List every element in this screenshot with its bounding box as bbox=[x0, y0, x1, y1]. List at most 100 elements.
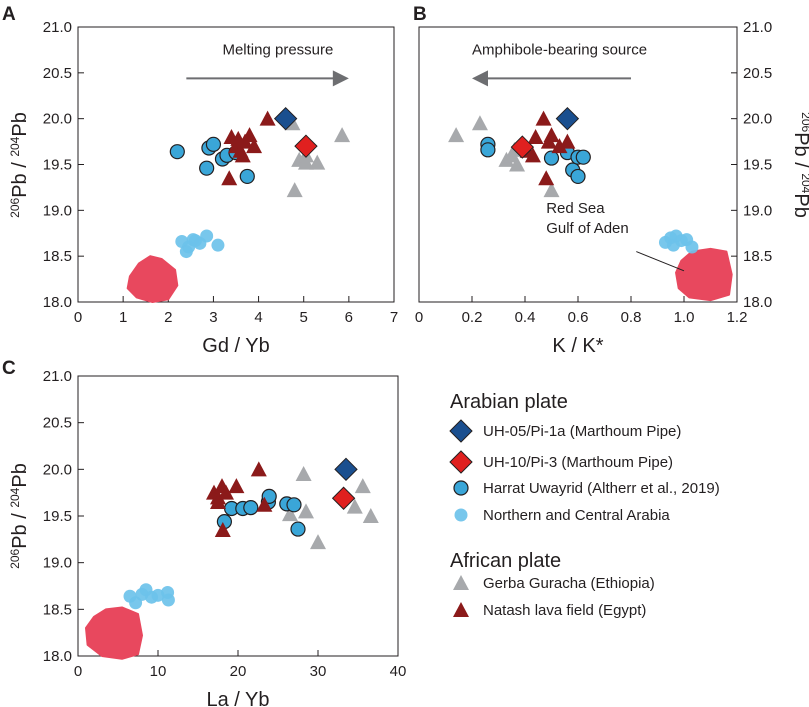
panel-a-natash-point bbox=[241, 127, 258, 143]
legend-marker-natash bbox=[453, 602, 469, 617]
panel-c-x-tick-label: 0 bbox=[74, 663, 82, 680]
panel-b-natash-point bbox=[535, 110, 552, 126]
panel-a-annotation-label: Melting pressure bbox=[222, 42, 333, 59]
panel-a-y-tick-label: 21.0 bbox=[43, 19, 72, 36]
panel-a-y-axis-title: 206Pb / 204Pb bbox=[8, 112, 31, 218]
panel-b-x-tick-label: 0.8 bbox=[621, 309, 642, 326]
panel-b-annotation-arrow-head bbox=[472, 70, 488, 87]
panel-a-x-tick-label: 0 bbox=[74, 309, 82, 326]
panel-b-gerba-point bbox=[471, 115, 488, 131]
chart-panel-b: B 0 0.2 0.4 0.6 0.8 1.0 1.218.0 18.5 19.0 19.5 20.0… bbox=[413, 4, 809, 357]
panel-b-y-tick-label: 20.5 bbox=[743, 65, 772, 82]
panel-a-y-tick-label: 19.5 bbox=[43, 157, 72, 174]
panel-c-natash-point bbox=[218, 484, 234, 500]
panel-a-y-tick-label: 18.5 bbox=[43, 248, 72, 265]
panel-b-field-leader-line bbox=[636, 251, 685, 272]
panel-a-x-tick-label: 1 bbox=[119, 309, 127, 326]
panel-c-y-tick-label: 19.5 bbox=[43, 508, 72, 525]
panel-c-y-tick-label: 21.0 bbox=[43, 368, 72, 385]
panel-c-gerba-point bbox=[362, 508, 379, 523]
panel-a-x-tick-label: 6 bbox=[345, 309, 353, 326]
panel-a-gerba-point bbox=[309, 154, 326, 170]
panel-a-x-axis-title: Gd / Yb bbox=[202, 335, 269, 357]
panel-a-natash-point bbox=[234, 147, 251, 163]
legend-label-natash: Natash lava field (Egypt) bbox=[483, 602, 646, 619]
legend-label-harrat: Harrat Uwayrid (Altherr et al., 2019) bbox=[483, 480, 720, 497]
panel-b-harrat-point bbox=[480, 142, 496, 158]
panel-b-x-tick-label: 1.0 bbox=[674, 309, 695, 326]
panel-b-x-tick-label: 0 bbox=[415, 309, 423, 326]
panel-b-red-sea-field bbox=[675, 247, 733, 302]
chart-panel-c: C 0 10 20 30 40 18.0 18.5 19.0 19.5 20.0 20.5 21.0 La… bbox=[2, 358, 406, 707]
panel-b-uh05-point bbox=[555, 106, 580, 131]
panel-c-northern-point bbox=[161, 593, 175, 607]
panel-b-field-label: Red Sea bbox=[546, 200, 605, 217]
panel-b-natash-point bbox=[551, 138, 568, 154]
panel-c-uh10-point bbox=[331, 486, 356, 510]
panel-a-x-tick-label: 5 bbox=[300, 309, 308, 326]
panel-c-x-tick-label: 20 bbox=[230, 663, 247, 680]
legend-items: UH-05/Pi-1a (Marthoum Pipe) UH-10/Pi-3 (M… bbox=[449, 419, 720, 619]
panel-c-x-axis-title: La / Yb bbox=[206, 689, 269, 707]
panel-c-x-tick-label: 30 bbox=[310, 663, 327, 680]
panel-a-harrat-point bbox=[199, 160, 215, 176]
panel-b-y-tick-label: 21.0 bbox=[743, 19, 772, 36]
panel-b-natash-point bbox=[524, 147, 541, 163]
panel-b-field-label: Gulf of Aden bbox=[546, 220, 629, 237]
panel-b-gerba-point bbox=[448, 127, 465, 143]
panel-b-x-tick-label: 0.6 bbox=[568, 309, 589, 326]
legend-header-african: African plate bbox=[450, 550, 561, 572]
panel-a-red-sea-field bbox=[126, 255, 179, 303]
panel-c-natash-point bbox=[228, 478, 245, 494]
panel-c-y-axis-title: 206Pb / 204Pb bbox=[8, 463, 31, 569]
panel-c-y-tick-label: 20.0 bbox=[43, 461, 72, 478]
panel-b-annotation-label: Amphibole-bearing source bbox=[472, 42, 647, 59]
panel-a-natash-point bbox=[246, 138, 263, 154]
legend-marker-harrat bbox=[453, 480, 469, 496]
panel-b-harrat-point bbox=[543, 150, 560, 166]
panel-c-natash-point bbox=[256, 496, 273, 512]
panel-b-gerba-point bbox=[543, 182, 560, 198]
panel-c-gerba-point bbox=[282, 506, 298, 522]
panel-b-uh10-point bbox=[510, 135, 535, 159]
panel-c-harrat-point bbox=[286, 497, 302, 513]
panel-a-northern-point bbox=[179, 245, 193, 259]
panel-b-y-tick-label: 18.5 bbox=[743, 248, 772, 265]
panel-c-uh05-point bbox=[334, 457, 358, 482]
panel-a-gerba-point bbox=[334, 127, 351, 143]
panel-b-y-axis-title: 206Pb / 204Pb bbox=[790, 112, 809, 218]
legend-marker-uh10 bbox=[449, 450, 473, 474]
panel-a-x-tick-label: 2 bbox=[164, 309, 172, 326]
panel-b-x-tick-label: 1.2 bbox=[727, 309, 748, 326]
panel-a-y-tick-label: 19.0 bbox=[43, 202, 72, 219]
panel-a-harrat-point bbox=[239, 168, 255, 185]
panel-a-gerba-point bbox=[297, 154, 314, 170]
legend-label-uh05: UH-05/Pi-1a (Marthoum Pipe) bbox=[483, 423, 681, 440]
panel-a-uh05-point bbox=[273, 106, 298, 131]
panel-a-harrat-point bbox=[169, 144, 185, 160]
panel-c-gerba-point bbox=[346, 498, 363, 514]
panel-a-x-tick-label: 4 bbox=[254, 309, 262, 326]
panel-b-harrat-point bbox=[570, 168, 586, 185]
panel-a-northern-point bbox=[211, 238, 225, 252]
panel-b-natash-point bbox=[543, 127, 560, 143]
panel-b-letter: B bbox=[413, 4, 427, 25]
panel-a-harrat-point bbox=[205, 136, 222, 152]
panel-a-y-tick-label: 18.0 bbox=[43, 294, 72, 311]
panel-c-gerba-point bbox=[310, 534, 326, 550]
legend-marker-gerba bbox=[453, 575, 469, 590]
panel-a-northern-point bbox=[188, 234, 202, 248]
panel-b-x-tick-label: 0.2 bbox=[462, 309, 483, 326]
panel-b-x-axis-title: K / K* bbox=[552, 335, 603, 357]
panel-c-harrat-point bbox=[290, 521, 306, 537]
panel-b-northern-point bbox=[666, 238, 680, 252]
panel-c-natash-point bbox=[214, 522, 231, 537]
panel-a-x-tick-label: 7 bbox=[390, 309, 398, 326]
panel-b-harrat-point bbox=[575, 149, 591, 165]
panel-c-y-tick-label: 18.0 bbox=[43, 648, 72, 665]
panel-c-y-tick-label: 19.0 bbox=[43, 555, 72, 572]
legend-marker-northern bbox=[454, 508, 468, 522]
panel-c-x-tick-label: 40 bbox=[390, 663, 407, 680]
legend: Arabian plate African plate UH-05/Pi-1a … bbox=[449, 391, 720, 619]
